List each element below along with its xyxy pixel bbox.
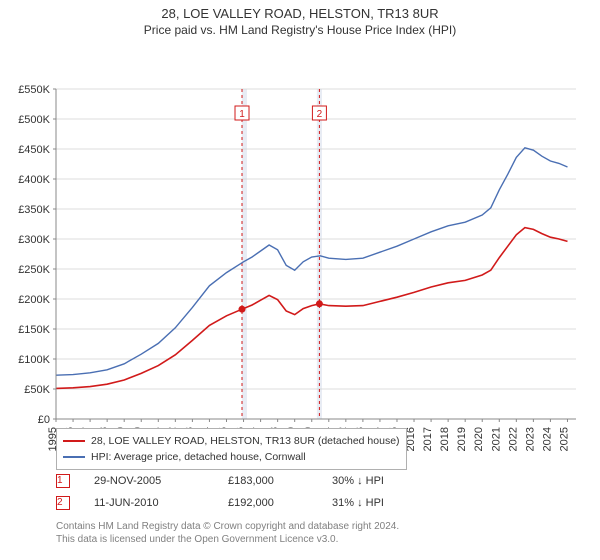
sale-date: 11-JUN-2010 — [94, 497, 204, 509]
svg-text:£100K: £100K — [18, 354, 50, 366]
svg-text:2: 2 — [317, 109, 323, 120]
svg-text:£500K: £500K — [18, 114, 50, 126]
sale-marker-badge: 1 — [56, 474, 70, 488]
svg-text:2022: 2022 — [507, 427, 519, 451]
svg-text:£300K: £300K — [18, 234, 50, 246]
legend-label: 28, LOE VALLEY ROAD, HELSTON, TR13 8UR (… — [91, 433, 400, 449]
svg-text:2019: 2019 — [456, 427, 468, 451]
svg-text:2016: 2016 — [405, 427, 417, 451]
legend: 28, LOE VALLEY ROAD, HELSTON, TR13 8UR (… — [56, 428, 407, 470]
svg-text:£250K: £250K — [18, 264, 50, 276]
sale-date: 29-NOV-2005 — [94, 475, 204, 487]
legend-item: 28, LOE VALLEY ROAD, HELSTON, TR13 8UR (… — [63, 433, 400, 449]
footnote-line2: This data is licensed under the Open Gov… — [56, 533, 399, 546]
sale-price: £183,000 — [228, 475, 308, 487]
svg-text:2024: 2024 — [541, 427, 553, 451]
title: 28, LOE VALLEY ROAD, HELSTON, TR13 8UR — [0, 0, 600, 21]
svg-text:1: 1 — [239, 109, 245, 120]
sale-row: 2 11-JUN-2010 £192,000 31% ↓ HPI — [56, 492, 432, 514]
legend-swatch — [63, 456, 85, 458]
sale-diff: 30% ↓ HPI — [332, 475, 432, 487]
chart-container: 28, LOE VALLEY ROAD, HELSTON, TR13 8UR P… — [0, 0, 600, 560]
svg-text:2017: 2017 — [422, 427, 434, 451]
svg-text:£50K: £50K — [24, 384, 50, 396]
svg-text:£0: £0 — [38, 414, 50, 426]
sales-table: 1 29-NOV-2005 £183,000 30% ↓ HPI 2 11-JUN-201… — [56, 470, 432, 514]
footnote: Contains HM Land Registry data © Crown c… — [56, 520, 399, 546]
legend-label: HPI: Average price, detached house, Corn… — [91, 449, 306, 465]
svg-text:2025: 2025 — [558, 427, 570, 451]
svg-text:2020: 2020 — [473, 427, 485, 451]
svg-text:2023: 2023 — [524, 427, 536, 451]
svg-text:£350K: £350K — [18, 204, 50, 216]
subtitle: Price paid vs. HM Land Registry's House … — [0, 21, 600, 41]
svg-text:£200K: £200K — [18, 294, 50, 306]
legend-item: HPI: Average price, detached house, Corn… — [63, 449, 400, 465]
legend-swatch — [63, 440, 85, 442]
line-chart: £0 £50K £100K £150K £200K £250K £300K £350K £400… — [0, 41, 600, 469]
footnote-line1: Contains HM Land Registry data © Crown c… — [56, 520, 399, 533]
sale-diff: 31% ↓ HPI — [332, 497, 432, 509]
svg-text:£450K: £450K — [18, 144, 50, 156]
sale-price: £192,000 — [228, 497, 308, 509]
svg-text:£150K: £150K — [18, 324, 50, 336]
svg-text:2021: 2021 — [490, 427, 502, 451]
svg-text:2018: 2018 — [439, 427, 451, 451]
svg-text:£550K: £550K — [18, 84, 50, 96]
sale-row: 1 29-NOV-2005 £183,000 30% ↓ HPI — [56, 470, 432, 492]
svg-text:£400K: £400K — [18, 174, 50, 186]
sale-marker-badge: 2 — [56, 496, 70, 510]
